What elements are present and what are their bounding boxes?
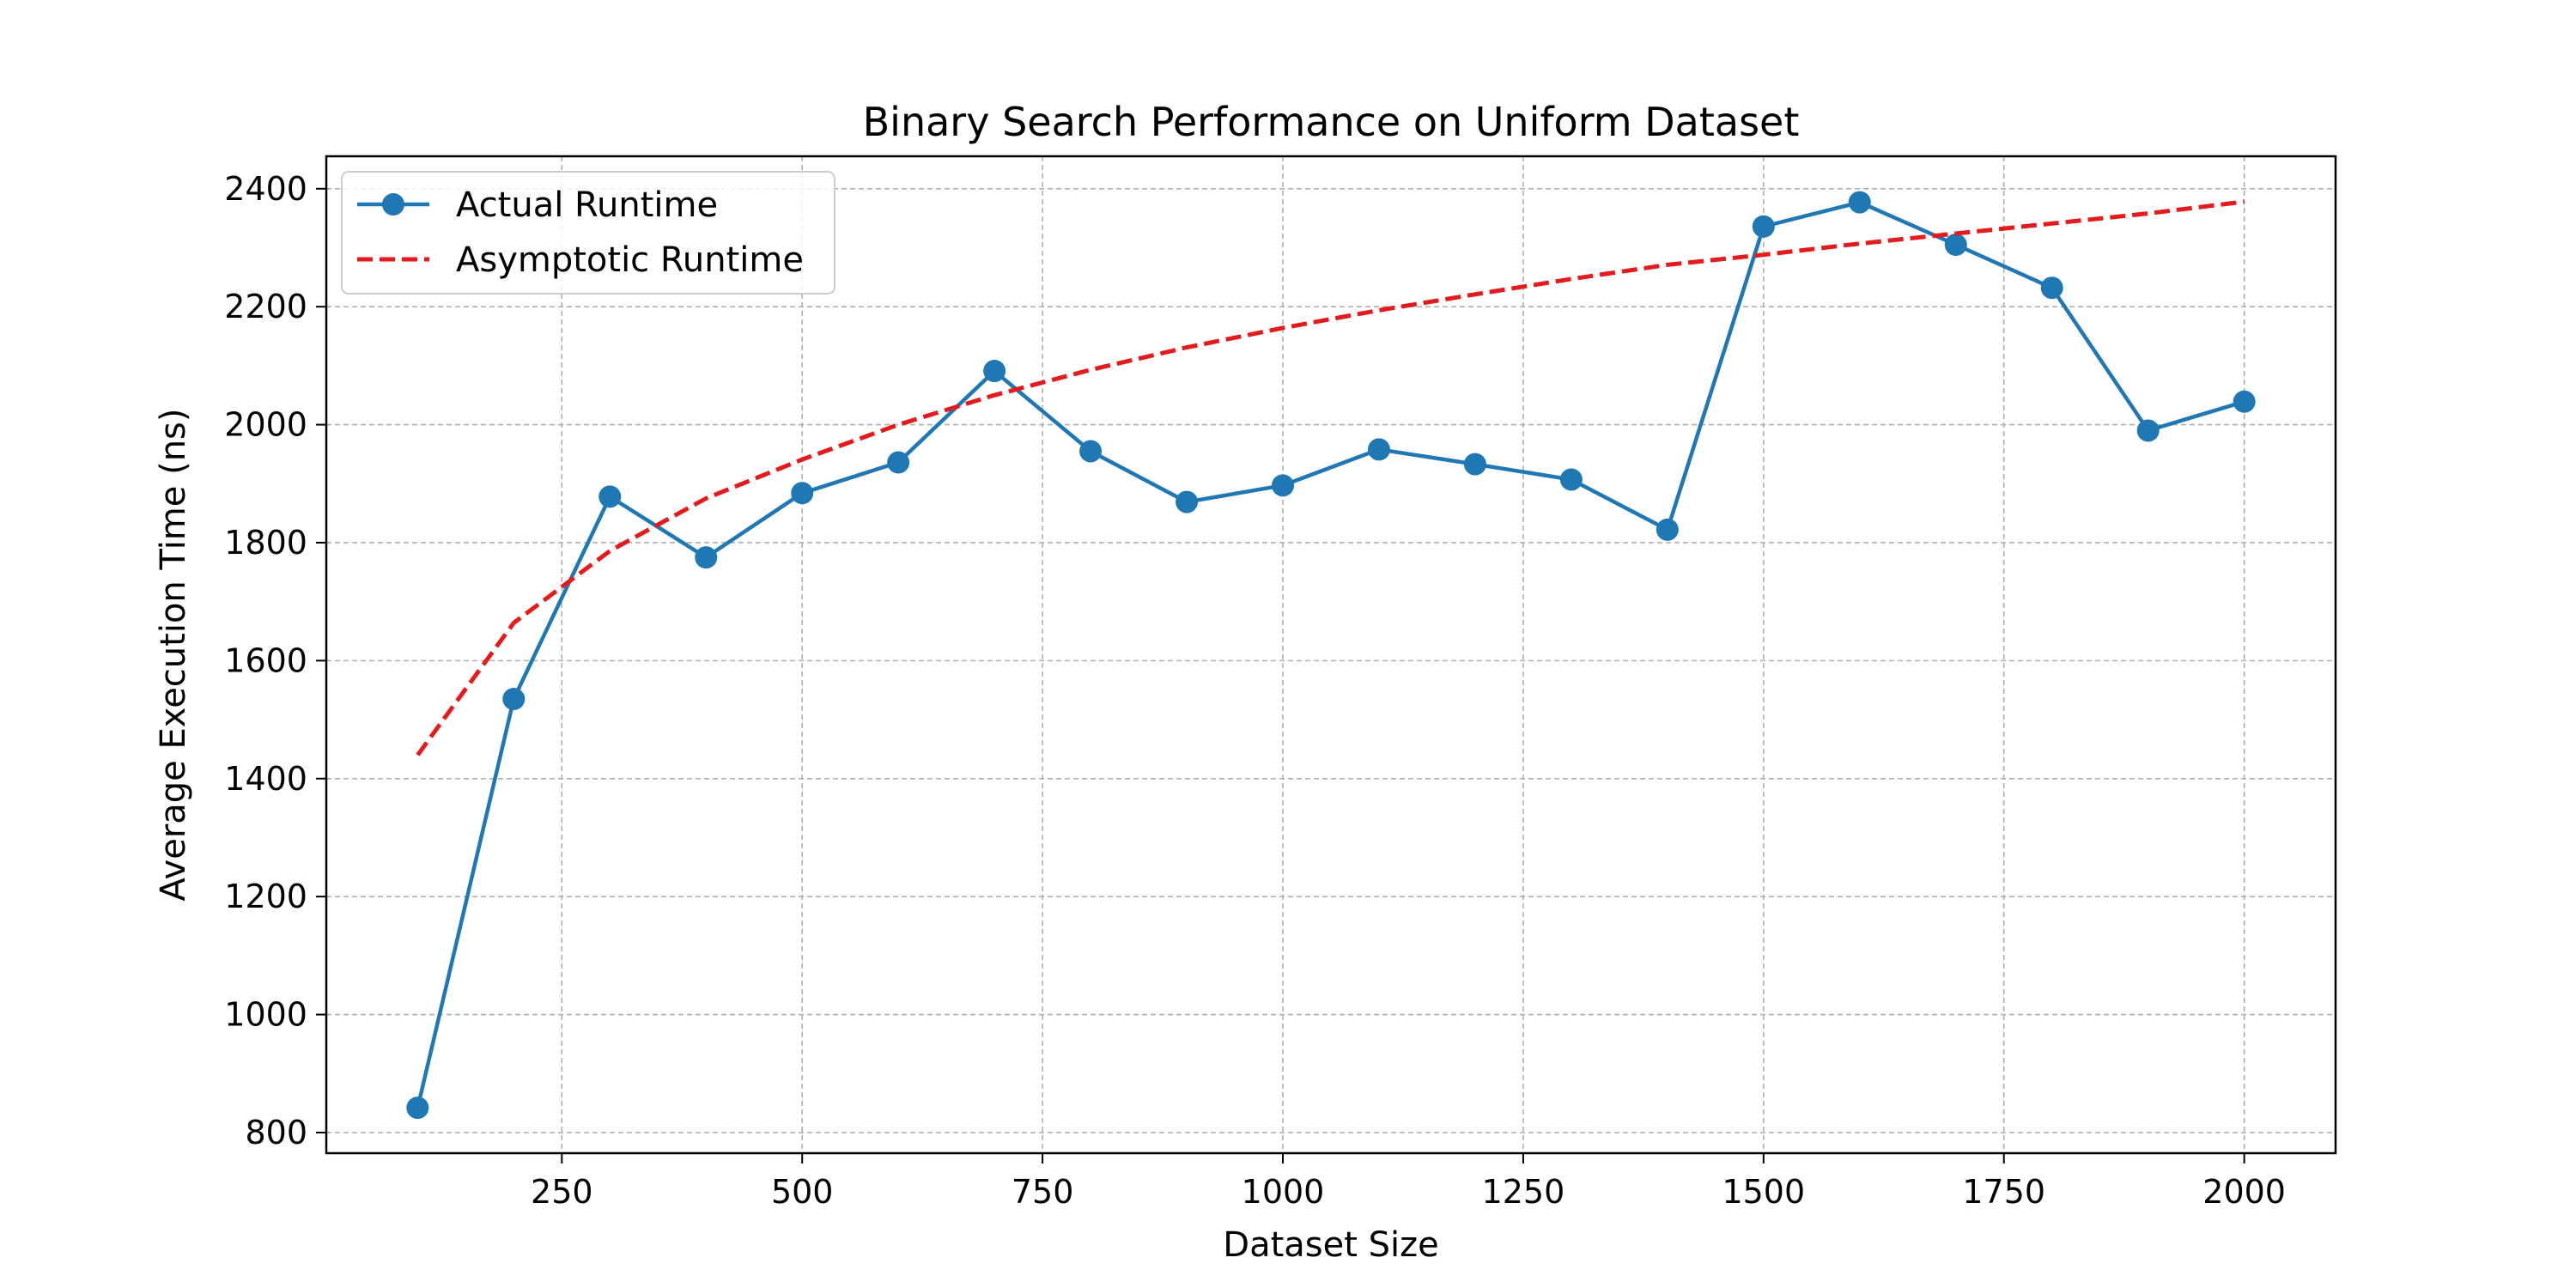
- y-tick-label: 1400: [224, 760, 307, 798]
- x-tick-label: 1250: [1482, 1173, 1565, 1211]
- actual-runtime-point: [2040, 276, 2063, 300]
- legend-box: [341, 171, 835, 295]
- actual-runtime-point: [598, 485, 622, 508]
- actual-runtime-point: [1559, 468, 1583, 491]
- y-tick-label: 1800: [224, 524, 307, 562]
- actual-runtime-point: [2233, 390, 2256, 413]
- actual-runtime-point: [1463, 453, 1486, 476]
- actual-runtime-point: [2136, 419, 2160, 442]
- actual-runtime-point: [1848, 191, 1871, 214]
- actual-runtime-point: [502, 688, 526, 711]
- actual-runtime-point: [791, 482, 814, 505]
- y-tick-label: 1000: [224, 996, 307, 1034]
- actual-runtime-point: [406, 1097, 429, 1120]
- x-axis-label: Dataset Size: [1223, 1225, 1438, 1265]
- legend-label: Actual Runtime: [456, 185, 718, 225]
- actual-runtime-point: [1272, 474, 1295, 497]
- x-tick-label: 500: [771, 1173, 834, 1211]
- actual-runtime-point: [1079, 440, 1103, 463]
- actual-runtime-point: [1752, 215, 1775, 238]
- y-tick-label: 1600: [224, 641, 307, 679]
- actual-runtime-point: [1176, 490, 1199, 513]
- chart-title: Binary Search Performance on Uniform Dat…: [863, 99, 1800, 145]
- y-tick-label: 2200: [224, 288, 307, 325]
- x-tick-label: 1750: [1962, 1173, 2045, 1211]
- actual-runtime-point: [695, 546, 718, 569]
- plot-frame: [325, 155, 2337, 1155]
- legend-actual-marker: [382, 193, 404, 216]
- asymptotic-runtime-line: [416, 199, 2245, 756]
- actual-runtime-point: [1367, 438, 1390, 461]
- actual-runtime-point: [887, 451, 910, 474]
- legend-label: Asymptotic Runtime: [456, 240, 804, 280]
- y-tick-label: 800: [245, 1114, 307, 1151]
- x-tick-label: 1500: [1722, 1173, 1805, 1211]
- y-axis-label: Average Execution Time (ns): [154, 409, 193, 902]
- actual-runtime-line: [416, 200, 2245, 1109]
- y-tick-label: 2000: [224, 406, 307, 444]
- series-layer: [406, 191, 2256, 1120]
- x-tick-label: 2000: [2202, 1173, 2286, 1211]
- x-tick-label: 1000: [1242, 1173, 1325, 1211]
- axis-ticks: 250 500 750 1000 1250 1500 1750 2000 800 1000 1200…: [224, 170, 2286, 1211]
- y-tick-label: 1200: [224, 878, 307, 915]
- x-tick-label: 250: [531, 1173, 593, 1211]
- actual-runtime-point: [1656, 518, 1679, 541]
- y-tick-label: 2400: [224, 170, 307, 208]
- x-tick-label: 750: [1012, 1173, 1074, 1211]
- legend: Actual Runtime Asymptotic Runtime: [341, 171, 835, 295]
- actual-runtime-point: [983, 360, 1006, 383]
- actual-runtime-point: [1944, 234, 1967, 257]
